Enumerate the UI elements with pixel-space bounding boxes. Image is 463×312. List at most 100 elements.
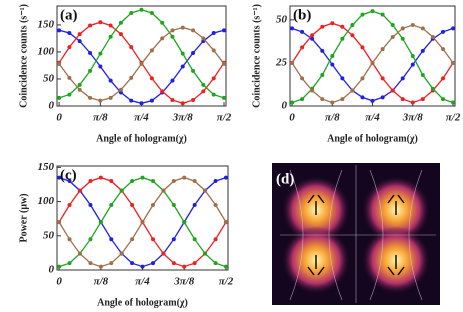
- data-point: [180, 101, 185, 106]
- data-point: [451, 100, 456, 105]
- data-point: [213, 179, 218, 184]
- data-point: [129, 98, 134, 103]
- x-axis-label: Angle of hologram(χ): [97, 297, 188, 308]
- data-point: [211, 76, 216, 81]
- x-tick-label: π/4: [135, 276, 150, 288]
- data-point: [77, 32, 82, 37]
- data-point: [109, 237, 114, 242]
- data-point: [67, 75, 72, 80]
- data-point: [410, 100, 415, 105]
- x-tick-label: 3π/8: [402, 112, 424, 124]
- data-point: [211, 48, 216, 53]
- data-point: [139, 61, 144, 66]
- y-tick-label: 50: [276, 13, 288, 25]
- data-point: [161, 188, 166, 193]
- x-tick-label: 0: [56, 112, 62, 124]
- x-axis-label: Angle of hologram(χ): [96, 133, 187, 144]
- data-point: [98, 264, 103, 269]
- field-arrows: [307, 194, 405, 276]
- data-point: [88, 23, 93, 28]
- y-tick-label: 50: [43, 73, 55, 85]
- data-point: [182, 175, 187, 180]
- x-tick-label: π/8: [93, 112, 108, 124]
- data-point: [129, 75, 134, 80]
- data-point: [430, 35, 435, 40]
- data-point: [109, 179, 114, 184]
- data-point: [420, 48, 425, 53]
- data-point: [151, 261, 156, 266]
- data-point: [410, 62, 415, 67]
- data-point: [360, 12, 365, 17]
- data-point: [201, 36, 206, 41]
- data-point: [192, 203, 197, 207]
- data-point: [390, 22, 395, 27]
- data-point: [67, 203, 72, 207]
- y-tick-label: 150: [38, 18, 55, 30]
- data-point: [160, 89, 165, 94]
- data-point: [360, 95, 365, 100]
- y-tick-label: 0: [49, 100, 55, 112]
- panel-label: (d): [276, 171, 294, 187]
- data-point: [203, 251, 208, 256]
- data-point: [213, 261, 218, 266]
- data-point: [77, 188, 82, 193]
- data-point: [149, 48, 154, 53]
- data-point: [77, 87, 82, 92]
- data-point: [360, 45, 365, 50]
- data-point: [400, 97, 405, 102]
- series-line: [291, 10, 454, 104]
- y-tick-label: 100: [38, 195, 55, 207]
- data-point: [140, 220, 145, 225]
- data-point: [182, 264, 187, 269]
- panel-label: (a): [60, 7, 78, 23]
- data-point: [222, 95, 227, 100]
- data-point: [118, 87, 123, 92]
- data-point: [77, 251, 82, 256]
- data-point: [98, 175, 103, 180]
- data-point: [129, 45, 134, 50]
- data-point: [330, 21, 335, 26]
- data-point: [420, 26, 425, 31]
- y-tick-label: 100: [38, 45, 55, 57]
- data-point: [320, 48, 325, 53]
- data-point: [149, 98, 154, 103]
- data-point: [130, 261, 135, 266]
- data-point: [192, 179, 197, 184]
- data-point: [192, 237, 197, 242]
- data-point: [57, 264, 62, 269]
- data-point: [223, 264, 228, 269]
- data-point: [380, 76, 385, 81]
- data-point: [171, 203, 176, 207]
- data-point: [201, 82, 206, 87]
- data-point: [57, 95, 62, 100]
- data-point: [161, 251, 166, 256]
- data-point: [340, 97, 345, 102]
- data-point: [98, 20, 103, 25]
- data-point: [180, 25, 185, 30]
- x-tick-label: 3π/8: [173, 276, 195, 288]
- data-point: [180, 64, 185, 69]
- x-tick-label: π/2: [446, 112, 461, 124]
- data-point: [380, 12, 385, 17]
- x-tick-label: π/2: [217, 112, 232, 124]
- data-point: [340, 76, 345, 81]
- data-point: [330, 62, 335, 67]
- data-point: [191, 68, 196, 73]
- x-tick-label: π/2: [219, 276, 234, 288]
- x-tick-label: π/8: [94, 276, 109, 288]
- data-point: [182, 220, 187, 225]
- data-point: [390, 88, 395, 93]
- data-point: [390, 35, 395, 40]
- y-tick-label: 0: [49, 264, 55, 276]
- data-point: [410, 54, 415, 58]
- data-point: [57, 175, 62, 180]
- y-tick-label: 50: [43, 229, 55, 241]
- x-tick-label: π/8: [325, 112, 340, 124]
- data-point: [222, 28, 227, 33]
- plot-frame: [289, 5, 456, 107]
- data-point: [290, 100, 295, 105]
- data-point: [213, 237, 218, 242]
- y-axis-label: Power (μw): [18, 193, 29, 242]
- data-point: [330, 54, 335, 58]
- data-point: [140, 175, 145, 180]
